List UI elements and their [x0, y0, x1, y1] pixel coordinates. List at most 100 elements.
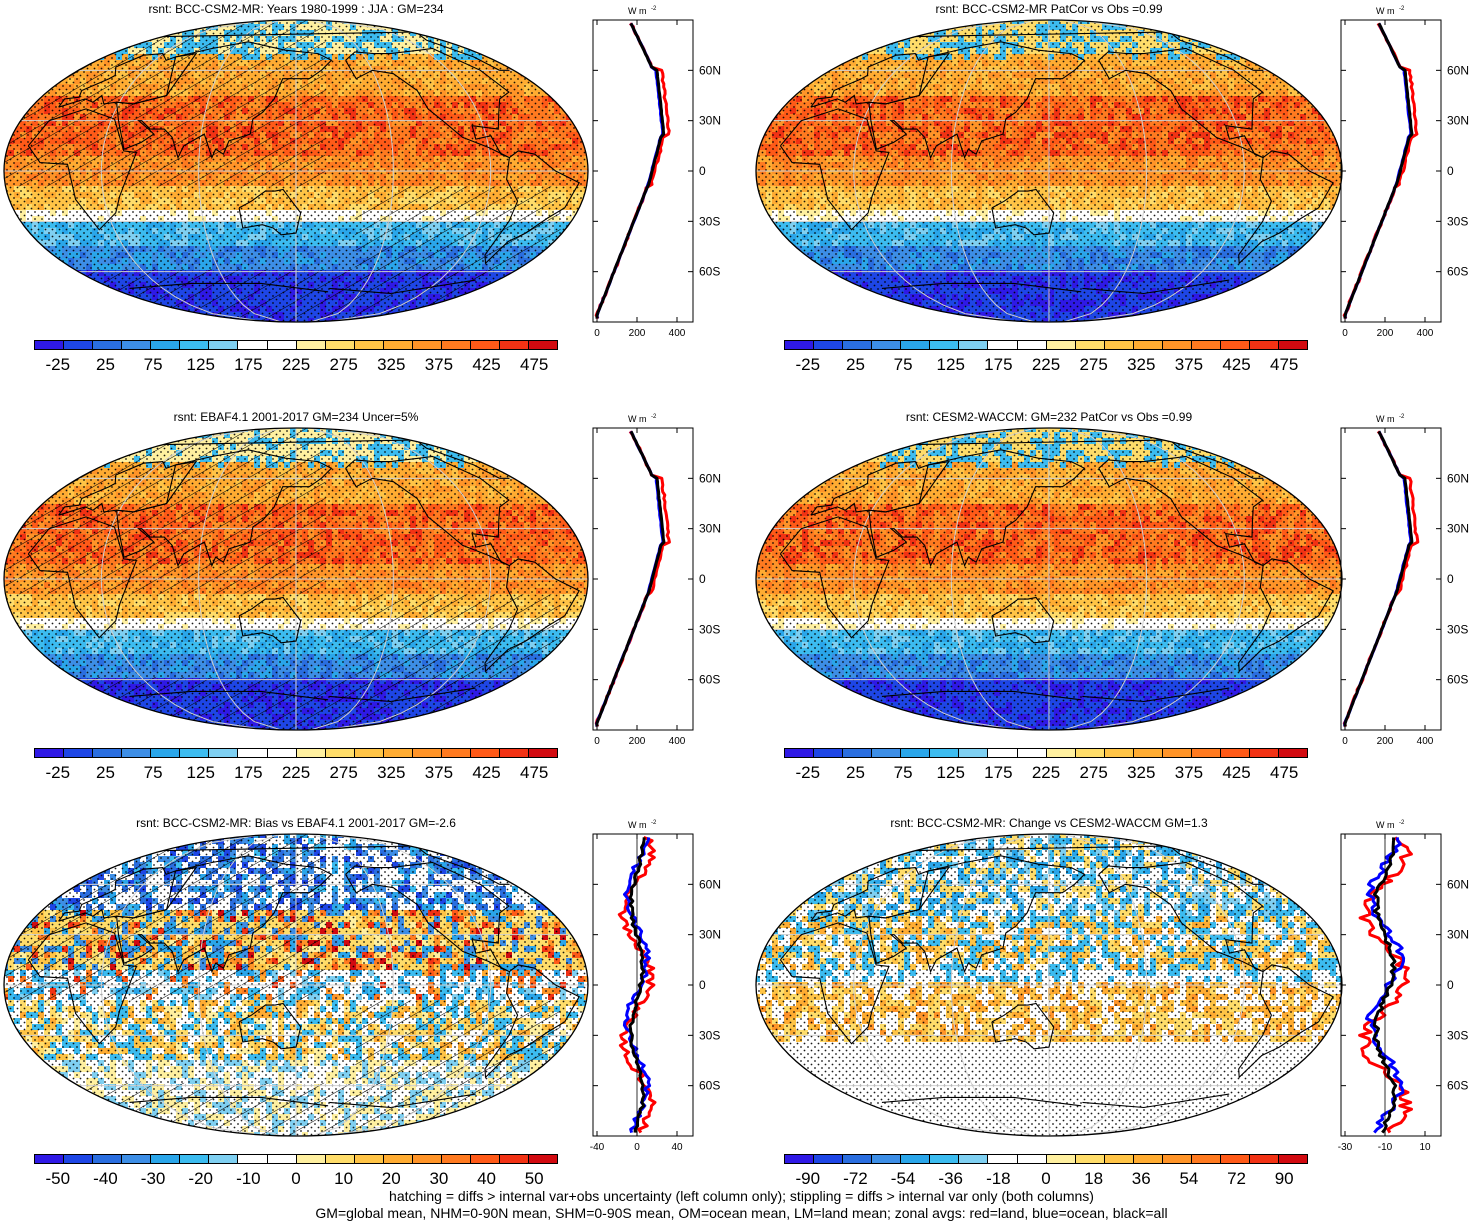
- zonal-x-tick-label: 40: [671, 1142, 683, 1153]
- colorbar-labels: -25 25 75 125 175 225 275 325 375 425 475: [784, 355, 1308, 375]
- colorbar-swatch: [441, 341, 471, 349]
- colorbar-label: 275: [329, 763, 357, 783]
- colorbar-swatch: [843, 341, 873, 349]
- graticule: [756, 834, 1342, 1136]
- zonal-x-tick-label: -40: [590, 1142, 605, 1153]
- colorbar-swatch: [1250, 1155, 1280, 1163]
- zonal-x-tick-label: 400: [1417, 736, 1434, 747]
- panel-title: rsnt: EBAF4.1 2001-2017 GM=234 Uncer=5%: [2, 410, 590, 424]
- panel-title: rsnt: BCC-CSM2-MR: Bias vs EBAF4.1 2001-…: [2, 816, 590, 830]
- global-map: [755, 19, 1343, 323]
- colorbar-label: 275: [329, 355, 357, 375]
- lat-tick-label: 0: [699, 164, 706, 178]
- panel-title: rsnt: BCC-CSM2-MR: Change vs CESM2-WACCM…: [754, 816, 1344, 830]
- colorbar-swatch: [1133, 341, 1163, 349]
- colorbar-label: 275: [1079, 355, 1107, 375]
- footer-line-1: hatching = diffs > internal var+obs unce…: [0, 1188, 1483, 1204]
- colorbar-label: 20: [382, 1169, 401, 1189]
- global-map: [3, 833, 589, 1137]
- colorbar-swatch: [959, 1155, 989, 1163]
- zonal-x-tick-label: 0: [1342, 328, 1348, 339]
- zonal-curve: [1343, 22, 1414, 319]
- colorbar-swatch: [122, 749, 152, 757]
- colorbar-label: 25: [96, 355, 115, 375]
- colorbar-swatch: [1191, 341, 1221, 349]
- zonal-units: W m: [628, 414, 647, 424]
- colorbar-swatch: [470, 749, 500, 757]
- colorbar-swatch: [1046, 1155, 1076, 1163]
- colorbar-swatch: [930, 341, 960, 349]
- colorbar-swatch: [64, 1155, 94, 1163]
- colorbar: [34, 748, 558, 758]
- zonal-units-exponent: -2: [651, 6, 657, 12]
- colorbar-swatch: [1162, 1155, 1192, 1163]
- colorbar-label: 425: [472, 355, 500, 375]
- colorbar: [34, 340, 558, 350]
- colorbar-swatch: [529, 341, 558, 349]
- zonal-curve: [594, 22, 671, 320]
- colorbar-label: 25: [846, 355, 865, 375]
- lat-tick-label: 0: [1447, 572, 1454, 586]
- colorbar-swatch: [383, 749, 413, 757]
- colorbar-label: 125: [937, 355, 965, 375]
- colorbar-swatch: [412, 341, 442, 349]
- colorbar-label: 125: [187, 763, 215, 783]
- zonal-curve: [1372, 837, 1398, 1134]
- zonal-mean-plot: W m -2 60N 30N 0 30S 60S 0 200 400: [592, 414, 721, 747]
- colorbar-swatch: [785, 1155, 815, 1163]
- zonal-x-tick-label: -30: [1338, 1142, 1353, 1153]
- colorbar-swatch: [325, 749, 355, 757]
- colorbar-label: 225: [282, 763, 310, 783]
- colorbar-swatch: [500, 341, 530, 349]
- colorbar-label: 475: [520, 763, 548, 783]
- colorbar-label: -20: [188, 1169, 213, 1189]
- colorbar-swatch: [93, 1155, 123, 1163]
- colorbar-label: 175: [984, 763, 1012, 783]
- colorbar-swatch: [901, 341, 931, 349]
- colorbar-swatch: [64, 749, 94, 757]
- lat-tick-label: 30N: [1447, 522, 1469, 536]
- lat-tick-label: 60N: [1447, 471, 1469, 485]
- colorbar-swatch: [814, 749, 844, 757]
- colorbar-swatch: [1279, 341, 1308, 349]
- zonal-curve: [595, 22, 666, 319]
- colorbar-swatch: [354, 749, 384, 757]
- colorbar-label: 225: [1032, 763, 1060, 783]
- zonal-units-exponent: -2: [651, 820, 657, 826]
- lat-tick-label: 60S: [699, 673, 720, 687]
- zonal-units-exponent: -2: [1399, 6, 1405, 12]
- global-map: [3, 427, 589, 731]
- colorbar-label: 75: [894, 763, 913, 783]
- colorbar-label: -36: [938, 1169, 963, 1189]
- colorbar-labels: -25 25 75 125 175 225 275 325 375 425 475: [784, 763, 1308, 783]
- zonal-curve: [1342, 22, 1419, 320]
- colorbar-swatch: [267, 1155, 297, 1163]
- panel-title: rsnt: CESM2-WACCM: GM=232 PatCor vs Obs …: [754, 410, 1344, 424]
- colorbar-swatch: [470, 341, 500, 349]
- zonal-x-tick-label: 200: [1377, 328, 1394, 339]
- colorbar-swatch: [1133, 1155, 1163, 1163]
- colorbar-swatch: [959, 341, 989, 349]
- zonal-x-tick-label: 200: [629, 736, 646, 747]
- colorbar-swatch: [814, 341, 844, 349]
- zonal-units-exponent: -2: [651, 414, 657, 420]
- lat-tick-label: 0: [1447, 164, 1454, 178]
- zonal-mean-plot: W m -2 60N 30N 0 30S 60S -40 0 40: [590, 820, 721, 1153]
- zonal-units: W m: [628, 820, 647, 830]
- colorbar-swatch: [959, 749, 989, 757]
- colorbar-swatch: [1191, 1155, 1221, 1163]
- colorbar: [34, 1154, 558, 1164]
- colorbar-label: 375: [425, 355, 453, 375]
- colorbar-labels: -25 25 75 125 175 225 275 325 375 425 475: [34, 355, 558, 375]
- colorbar-label: 325: [1127, 355, 1155, 375]
- lat-tick-label: 30S: [1447, 214, 1468, 228]
- colorbar-label: 25: [846, 763, 865, 783]
- colorbar-label: 475: [520, 355, 548, 375]
- zonal-x-tick-label: 10: [1419, 1142, 1431, 1153]
- zonal-x-tick-label: 0: [1342, 736, 1348, 747]
- colorbar-swatch: [1250, 341, 1280, 349]
- zonal-curve: [594, 430, 671, 728]
- map-field: [756, 834, 1342, 1136]
- zonal-x-tick-label: 0: [634, 1142, 640, 1153]
- colorbar-swatch: [267, 749, 297, 757]
